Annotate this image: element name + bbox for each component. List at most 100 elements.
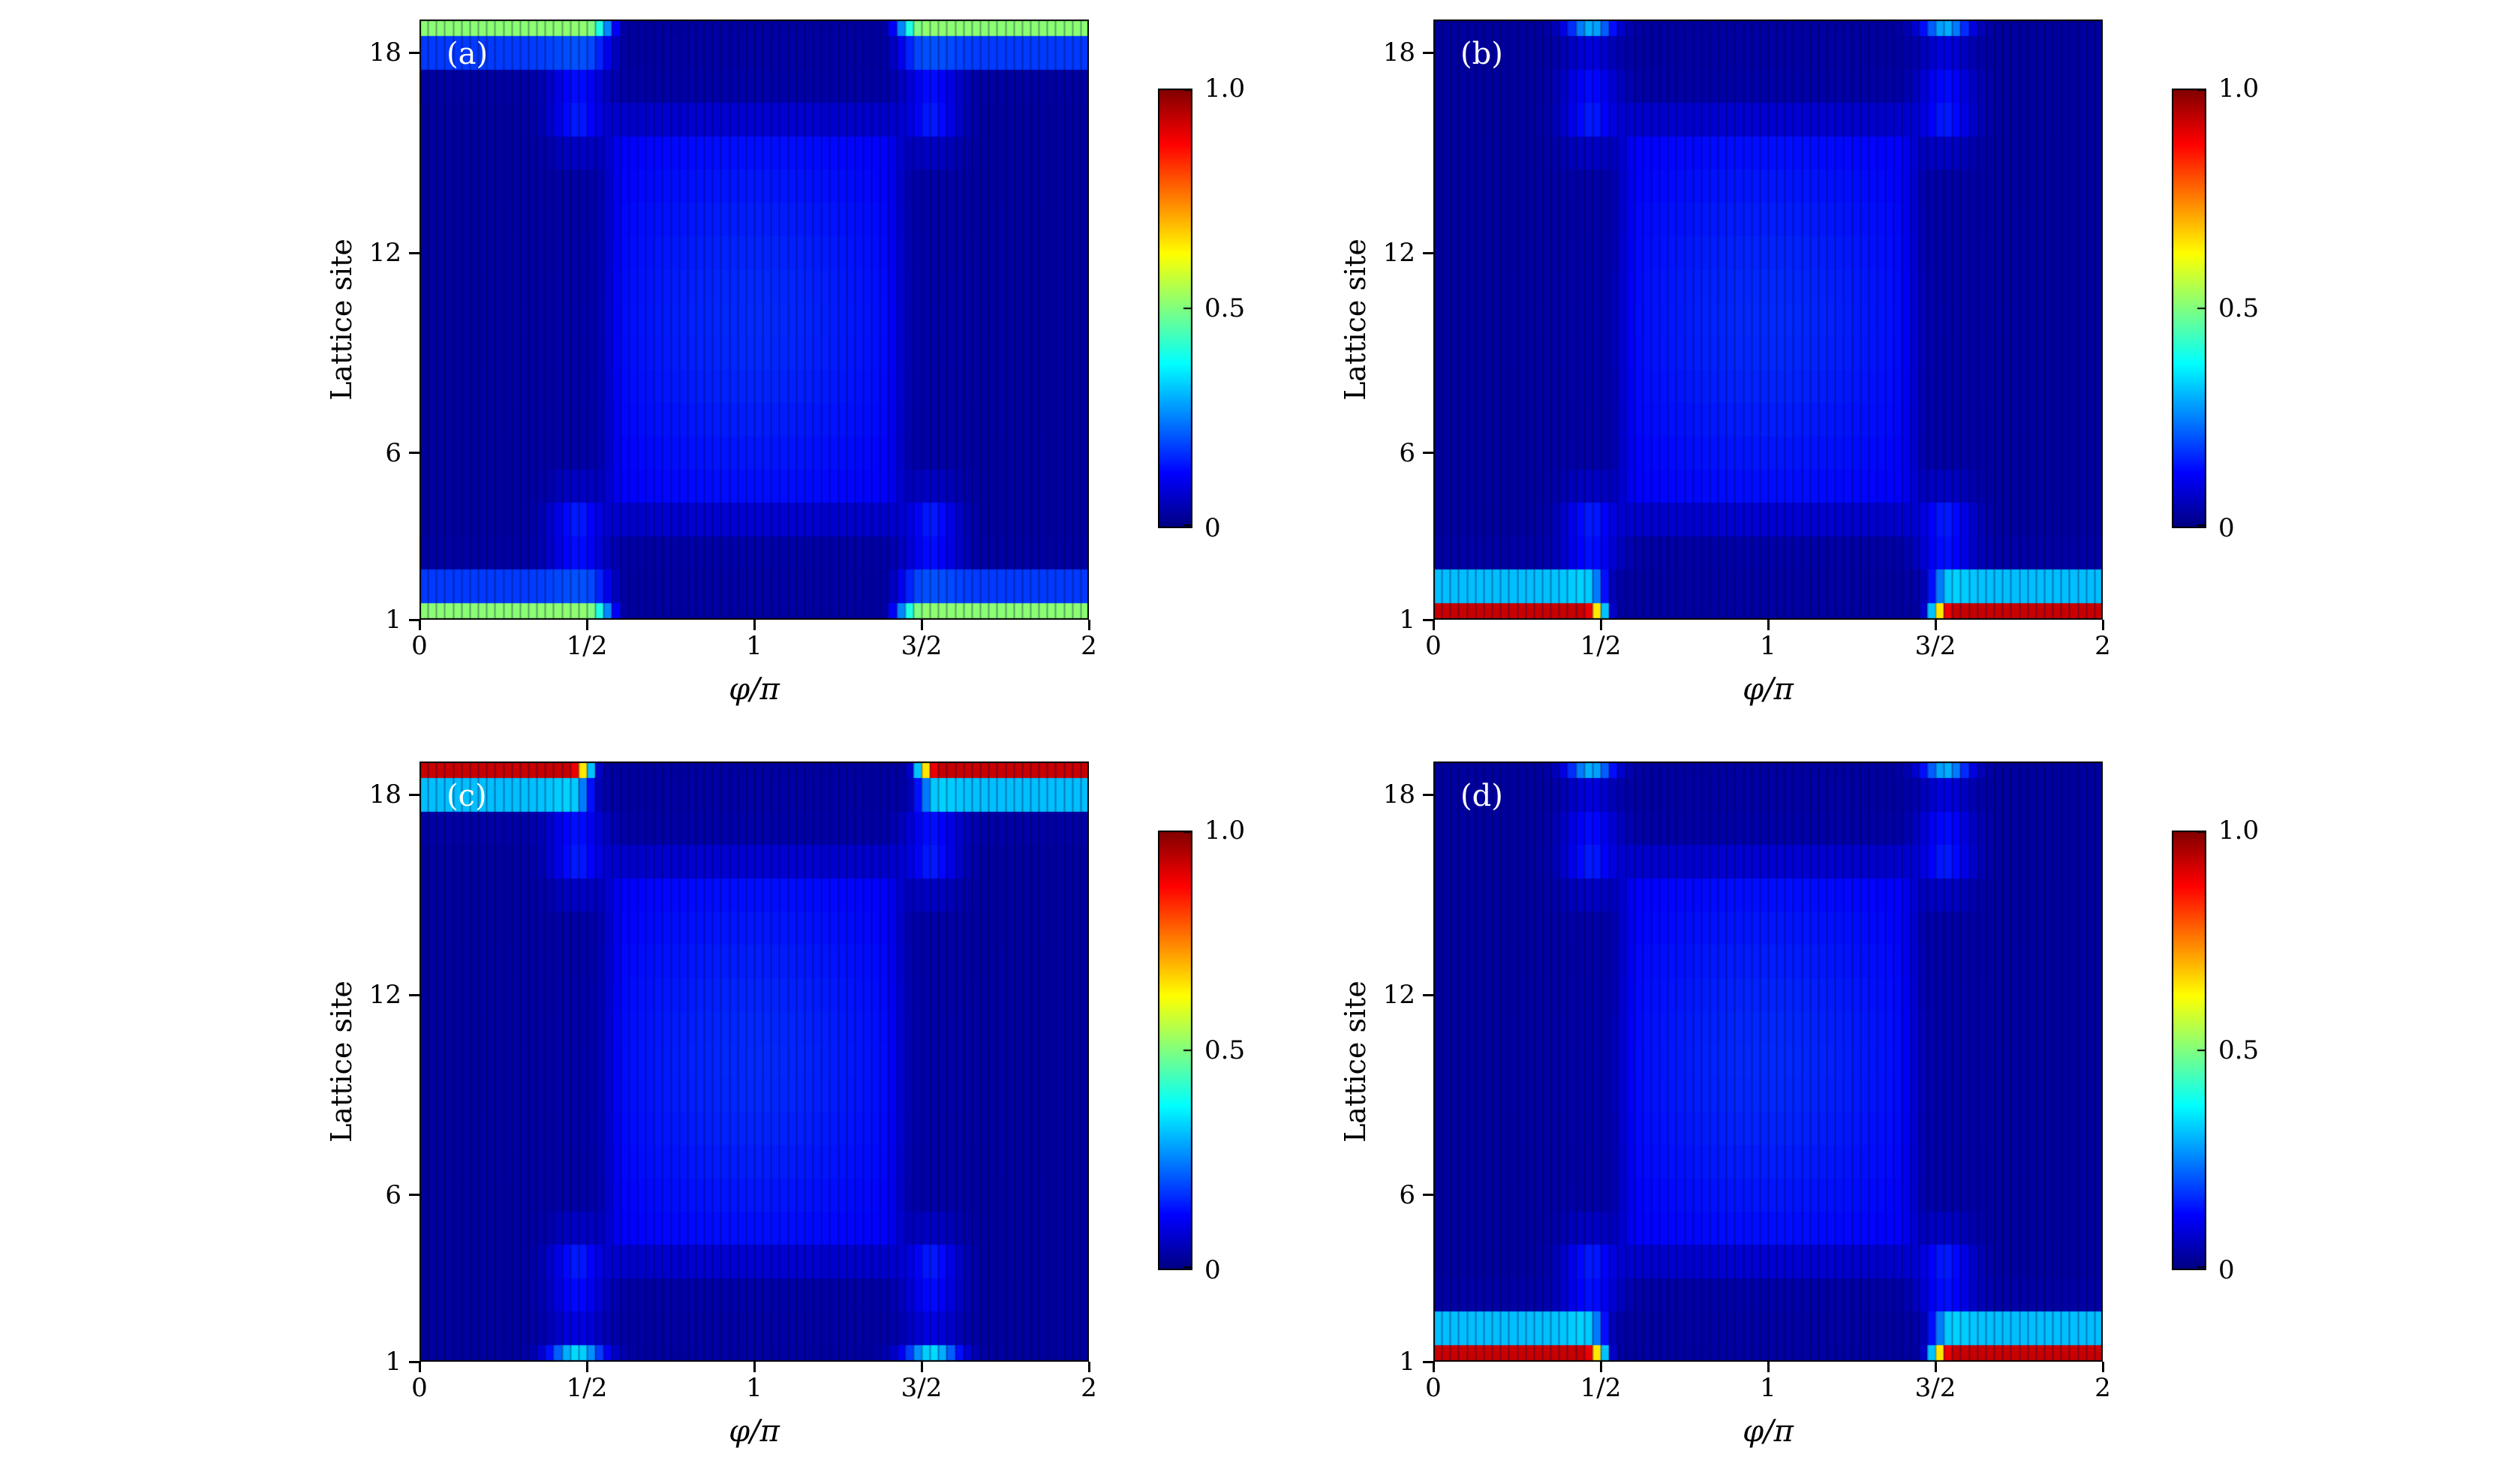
x-tick-mark <box>1599 1362 1602 1372</box>
y-tick-label: 18 <box>368 780 401 810</box>
colorbar-tick-label: 1.0 <box>1204 816 1246 846</box>
colorbar-tick-label: 0.5 <box>1204 293 1246 323</box>
y-tick-label: 18 <box>1382 38 1415 68</box>
x-tick-label: 3/2 <box>901 631 943 661</box>
x-tick-label: 3/2 <box>1914 631 1956 661</box>
colorbar-b <box>2172 89 2206 528</box>
y-tick-label: 6 <box>385 437 401 468</box>
y-tick-label: 6 <box>385 1179 401 1210</box>
heatmap-a: (a) <box>420 20 1089 620</box>
colorbar-tick-label: 0 <box>1204 513 1221 543</box>
y-tick-label: 12 <box>1382 238 1415 269</box>
colorbar-canvas-b <box>2172 89 2206 528</box>
x-tick-mark <box>2101 1362 2104 1372</box>
x-tick-label: 1/2 <box>1580 1373 1622 1403</box>
y-tick-label: 12 <box>368 980 401 1011</box>
x-tick-mark <box>920 1362 923 1372</box>
y-axis-label: Lattice site <box>325 239 358 401</box>
y-tick-mark <box>1423 793 1433 796</box>
y-tick-label: 1 <box>1399 1347 1415 1377</box>
panel-a-label: (a) <box>447 37 489 71</box>
x-axis-label: φ/π <box>1743 672 1794 707</box>
x-tick-label: 1/2 <box>1580 631 1622 661</box>
panel-d-label: (d) <box>1460 779 1503 813</box>
panel-c: Lattice site (c) φ/π 0 1/2 1 3/2 2 1 6 12 18 1.0 0… <box>0 742 1256 1484</box>
colorbar-c <box>1158 831 1192 1270</box>
x-tick-mark <box>753 1362 756 1372</box>
heatmap-canvas-d <box>1433 762 2103 1362</box>
x-axis-label: φ/π <box>729 672 780 707</box>
y-tick-label: 1 <box>385 605 401 635</box>
colorbar-tick-label: 0 <box>2218 1255 2235 1285</box>
y-tick-mark <box>409 618 420 621</box>
y-axis-label: Lattice site <box>325 981 358 1143</box>
y-tick-mark <box>409 1194 420 1197</box>
x-tick-label: 0 <box>411 1373 428 1403</box>
x-tick-mark <box>1432 620 1435 630</box>
x-tick-mark <box>920 620 923 630</box>
x-tick-mark <box>2101 620 2104 630</box>
x-tick-label: 1/2 <box>566 1373 608 1403</box>
colorbar-tick-label: 0 <box>1204 1255 1221 1285</box>
y-tick-label: 1 <box>1399 605 1415 635</box>
y-tick-label: 1 <box>385 1347 401 1377</box>
x-tick-label: 1 <box>1760 1373 1776 1403</box>
x-axis-label: φ/π <box>1743 1414 1794 1449</box>
x-tick-mark <box>1599 620 1602 630</box>
x-tick-mark <box>585 620 588 630</box>
x-tick-label: 0 <box>411 631 428 661</box>
panel-d: Lattice site (d) φ/π 0 1/2 1 3/2 2 1 6 12 18 1.0 0… <box>1256 742 2511 1484</box>
colorbar-a <box>1158 89 1192 528</box>
x-tick-label: 1 <box>746 1373 762 1403</box>
y-tick-label: 12 <box>368 238 401 269</box>
x-tick-label: 1 <box>1760 631 1776 661</box>
x-tick-label: 1/2 <box>566 631 608 661</box>
y-tick-mark <box>1423 1360 1433 1363</box>
y-tick-label: 6 <box>1399 437 1415 468</box>
x-tick-label: 2 <box>1081 631 1097 661</box>
panel-c-label: (c) <box>447 779 487 813</box>
colorbar-tick-label: 1.0 <box>2218 816 2260 846</box>
y-axis-label: Lattice site <box>1339 239 1372 401</box>
x-tick-mark <box>1934 620 1937 630</box>
y-tick-mark <box>1423 1194 1433 1197</box>
y-tick-mark <box>1423 618 1433 621</box>
heatmap-canvas-b <box>1433 20 2103 620</box>
y-tick-mark <box>1423 452 1433 455</box>
x-tick-label: 3/2 <box>901 1373 943 1403</box>
x-tick-label: 3/2 <box>1914 1373 1956 1403</box>
x-tick-mark <box>1934 1362 1937 1372</box>
colorbar-tick-label: 1.0 <box>1204 74 1246 104</box>
x-axis-label: φ/π <box>729 1414 780 1449</box>
y-tick-mark <box>409 993 420 996</box>
x-tick-mark <box>1767 1362 1770 1372</box>
x-tick-mark <box>418 620 421 630</box>
colorbar-canvas-a <box>1158 89 1192 528</box>
y-tick-mark <box>409 51 420 54</box>
y-tick-mark <box>409 1360 420 1363</box>
x-tick-mark <box>1087 1362 1090 1372</box>
panel-b: Lattice site (b) φ/π 0 1/2 1 3/2 2 1 6 12 18 1.0 0… <box>1256 0 2511 742</box>
x-tick-label: 2 <box>2095 1373 2111 1403</box>
x-tick-mark <box>1087 620 1090 630</box>
y-tick-mark <box>409 452 420 455</box>
y-tick-label: 18 <box>1382 780 1415 810</box>
y-tick-label: 12 <box>1382 980 1415 1011</box>
x-tick-mark <box>753 620 756 630</box>
colorbar-canvas-d <box>2172 831 2206 1270</box>
x-tick-mark <box>1432 1362 1435 1372</box>
x-tick-label: 2 <box>1081 1373 1097 1403</box>
colorbar-tick-label: 0.5 <box>1204 1035 1246 1065</box>
y-tick-mark <box>409 793 420 796</box>
x-tick-mark <box>418 1362 421 1372</box>
y-tick-mark <box>1423 251 1433 254</box>
colorbar-canvas-c <box>1158 831 1192 1270</box>
y-tick-label: 18 <box>368 38 401 68</box>
x-tick-label: 1 <box>746 631 762 661</box>
x-tick-label: 0 <box>1425 631 1442 661</box>
x-tick-mark <box>1767 620 1770 630</box>
colorbar-d <box>2172 831 2206 1270</box>
heatmap-canvas-c <box>420 762 1089 1362</box>
y-tick-mark <box>1423 993 1433 996</box>
